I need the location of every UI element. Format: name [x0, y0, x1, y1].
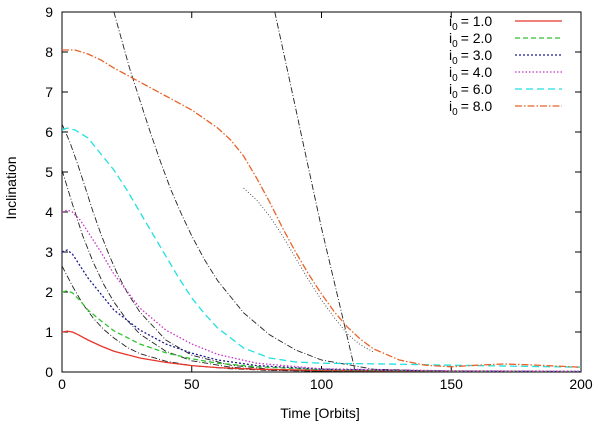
- y-tick-label: 8: [45, 44, 53, 60]
- plot-area: 0 50 100 150 200 0 1 2 3 4 5 6 7 8 9: [45, 4, 593, 392]
- data-curves: [62, 12, 581, 372]
- legend-entry: i0 = 6.0: [449, 81, 562, 101]
- legend-entry: i0 = 1.0: [449, 13, 562, 33]
- series-line: [62, 330, 581, 372]
- legend-label: i0 = 6.0: [449, 81, 492, 101]
- legend-label: i0 = 8.0: [449, 98, 492, 118]
- y-tick-label: 9: [45, 4, 53, 20]
- legend-label: i0 = 2.0: [449, 30, 492, 50]
- x-tick-label: 50: [184, 376, 200, 392]
- y-tick-label: 3: [45, 244, 53, 260]
- legend-entry: i0 = 2.0: [449, 30, 562, 50]
- legend-entry: i0 = 3.0: [449, 47, 562, 67]
- y-tick-label: 7: [45, 84, 53, 100]
- y-tick-label: 1: [45, 324, 53, 340]
- series-line: [62, 49, 581, 368]
- reference-curve: [62, 169, 581, 372]
- series-line: [62, 290, 581, 372]
- y-tick-label: 6: [45, 124, 53, 140]
- x-tick-label: 0: [58, 376, 66, 392]
- y-tick-label: 5: [45, 164, 53, 180]
- legend-label: i0 = 1.0: [449, 13, 492, 33]
- plot-frame: [61, 11, 582, 373]
- reference-curve: [274, 12, 356, 372]
- series-line: [62, 127, 581, 368]
- legend: i0 = 1.0i0 = 2.0i0 = 3.0i0 = 4.0i0 = 6.0i0 = 8…: [449, 13, 562, 118]
- legend-entry: i0 = 4.0: [449, 64, 562, 84]
- legend-label: i0 = 4.0: [449, 64, 492, 84]
- y-tick-label: 4: [45, 204, 53, 220]
- series-line: [62, 249, 581, 372]
- y-tick-label: 2: [45, 284, 53, 300]
- reference-curve: [62, 265, 581, 372]
- legend-label: i0 = 3.0: [449, 47, 492, 67]
- reference-curve: [62, 123, 581, 372]
- x-axis-label: Time [Orbits]: [280, 405, 360, 421]
- x-tick-label: 200: [569, 376, 593, 392]
- legend-entry: i0 = 8.0: [449, 98, 562, 118]
- x-tick-label: 150: [440, 376, 464, 392]
- series-line: [62, 209, 581, 372]
- reference-curve: [113, 12, 581, 372]
- x-tick-label: 100: [310, 376, 334, 392]
- y-axis-label: Inclination: [3, 156, 19, 219]
- reference-curve: [243, 187, 374, 353]
- y-tick-label: 0: [45, 364, 53, 380]
